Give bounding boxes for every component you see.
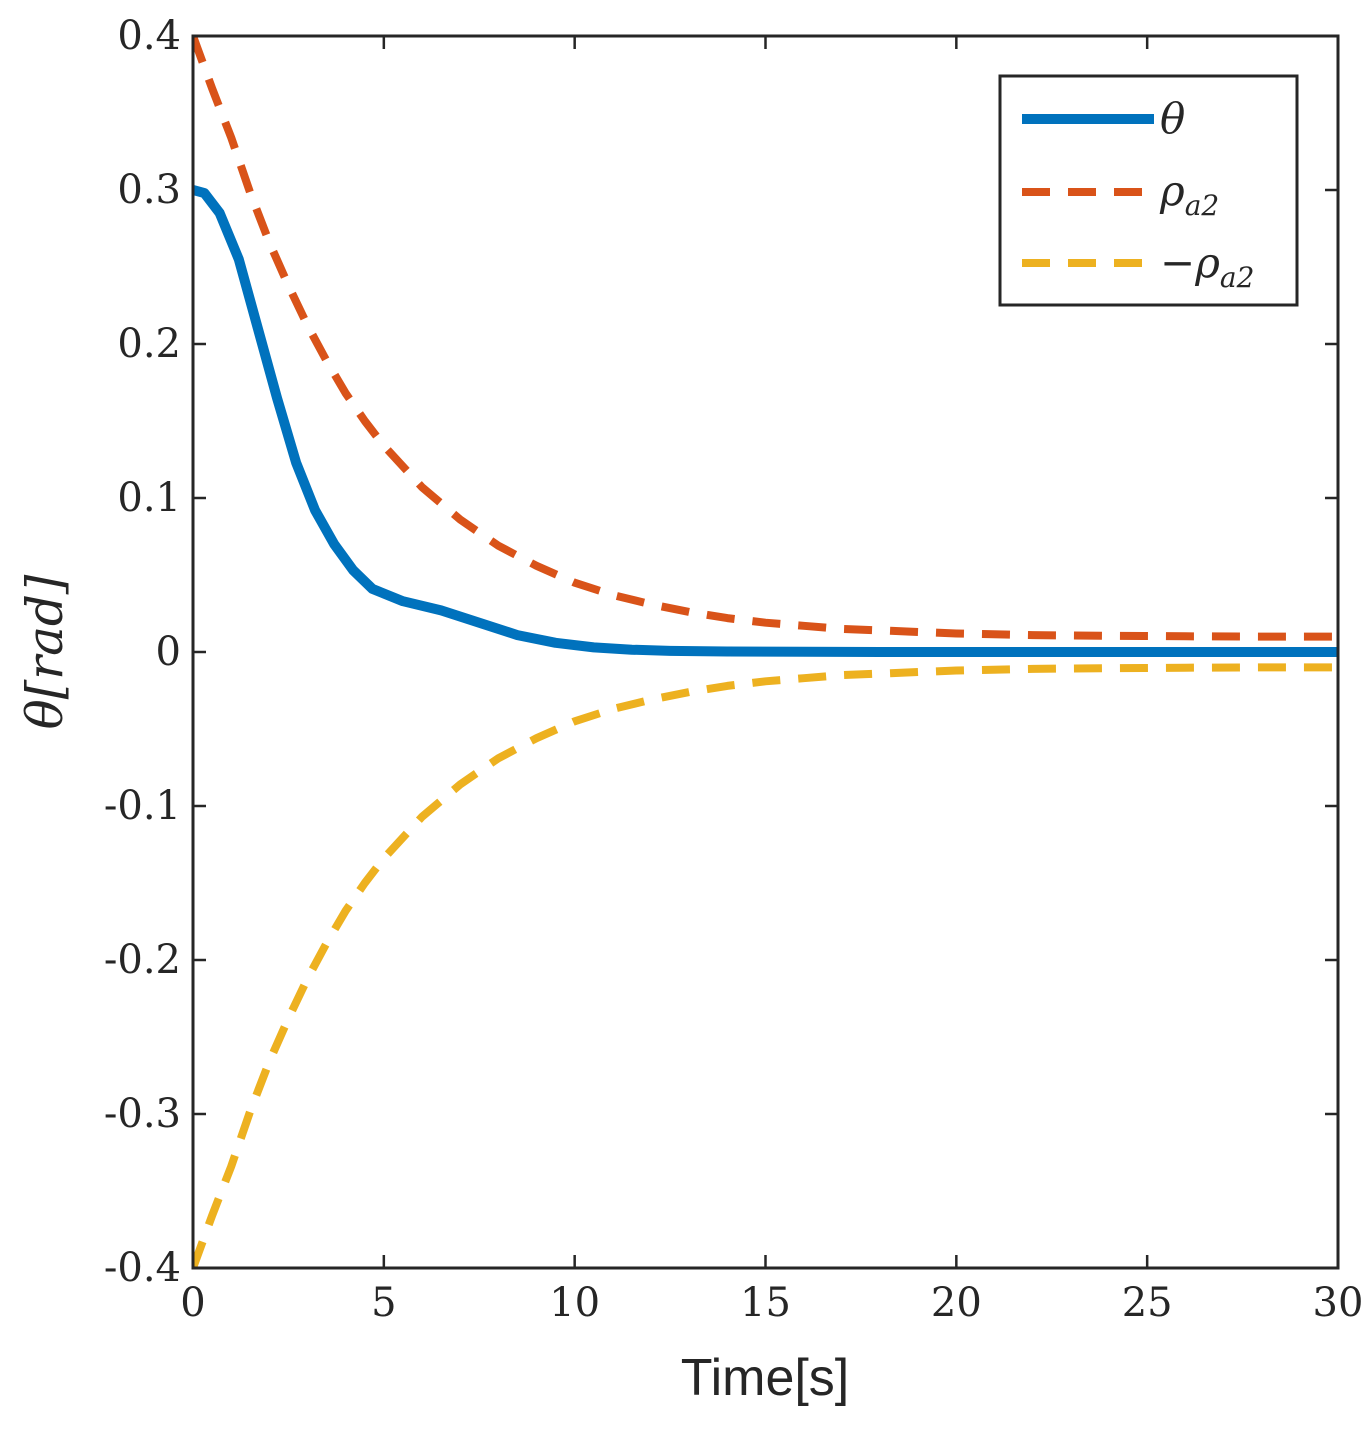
- y-tick-label: 0.2: [117, 321, 181, 367]
- x-axis-label: Time[s]: [681, 1349, 850, 1407]
- y-tick-label: -0.3: [104, 1091, 181, 1137]
- y-tick-label: -0.2: [104, 937, 181, 983]
- x-tick-label: 20: [931, 1280, 982, 1326]
- series-group: [193, 36, 1338, 1268]
- y-tick-label: -0.4: [104, 1245, 181, 1291]
- tick-labels: 0 5 10 15 20 25 30 -0.4 -0.3 -0.2 -0.1 0 0.1 0.2 0.3 0.…: [104, 13, 1364, 1326]
- x-tick-label: 10: [549, 1280, 600, 1326]
- x-tick-label: 15: [740, 1280, 791, 1326]
- series-line-neg-rho-a2: [193, 663, 1338, 1268]
- series-line-theta: [193, 185, 1338, 657]
- legend-label-rho-a2: ρa2: [1159, 166, 1219, 222]
- series-line-rho-a2: [193, 36, 1338, 641]
- x-tick-label: 0: [180, 1280, 205, 1326]
- x-tick-label: 30: [1313, 1280, 1364, 1326]
- y-tick-label: 0.1: [117, 475, 181, 521]
- x-tick-label: 5: [371, 1280, 396, 1326]
- y-tick-label: -0.1: [104, 783, 181, 829]
- y-axis-label: θ[rad]: [16, 574, 74, 729]
- y-tick-label: 0: [156, 629, 181, 675]
- legend: θ ρa2 −ρa2: [998, 74, 1299, 307]
- legend-label-neg-rho-a2: −ρa2: [1160, 238, 1254, 294]
- plot-area-frame: [191, 34, 1340, 1270]
- y-tick-label: 0.4: [117, 13, 181, 59]
- legend-label-theta: θ: [1160, 94, 1185, 143]
- y-tick-label: 0.3: [117, 167, 181, 213]
- x-tick-label: 25: [1122, 1280, 1173, 1326]
